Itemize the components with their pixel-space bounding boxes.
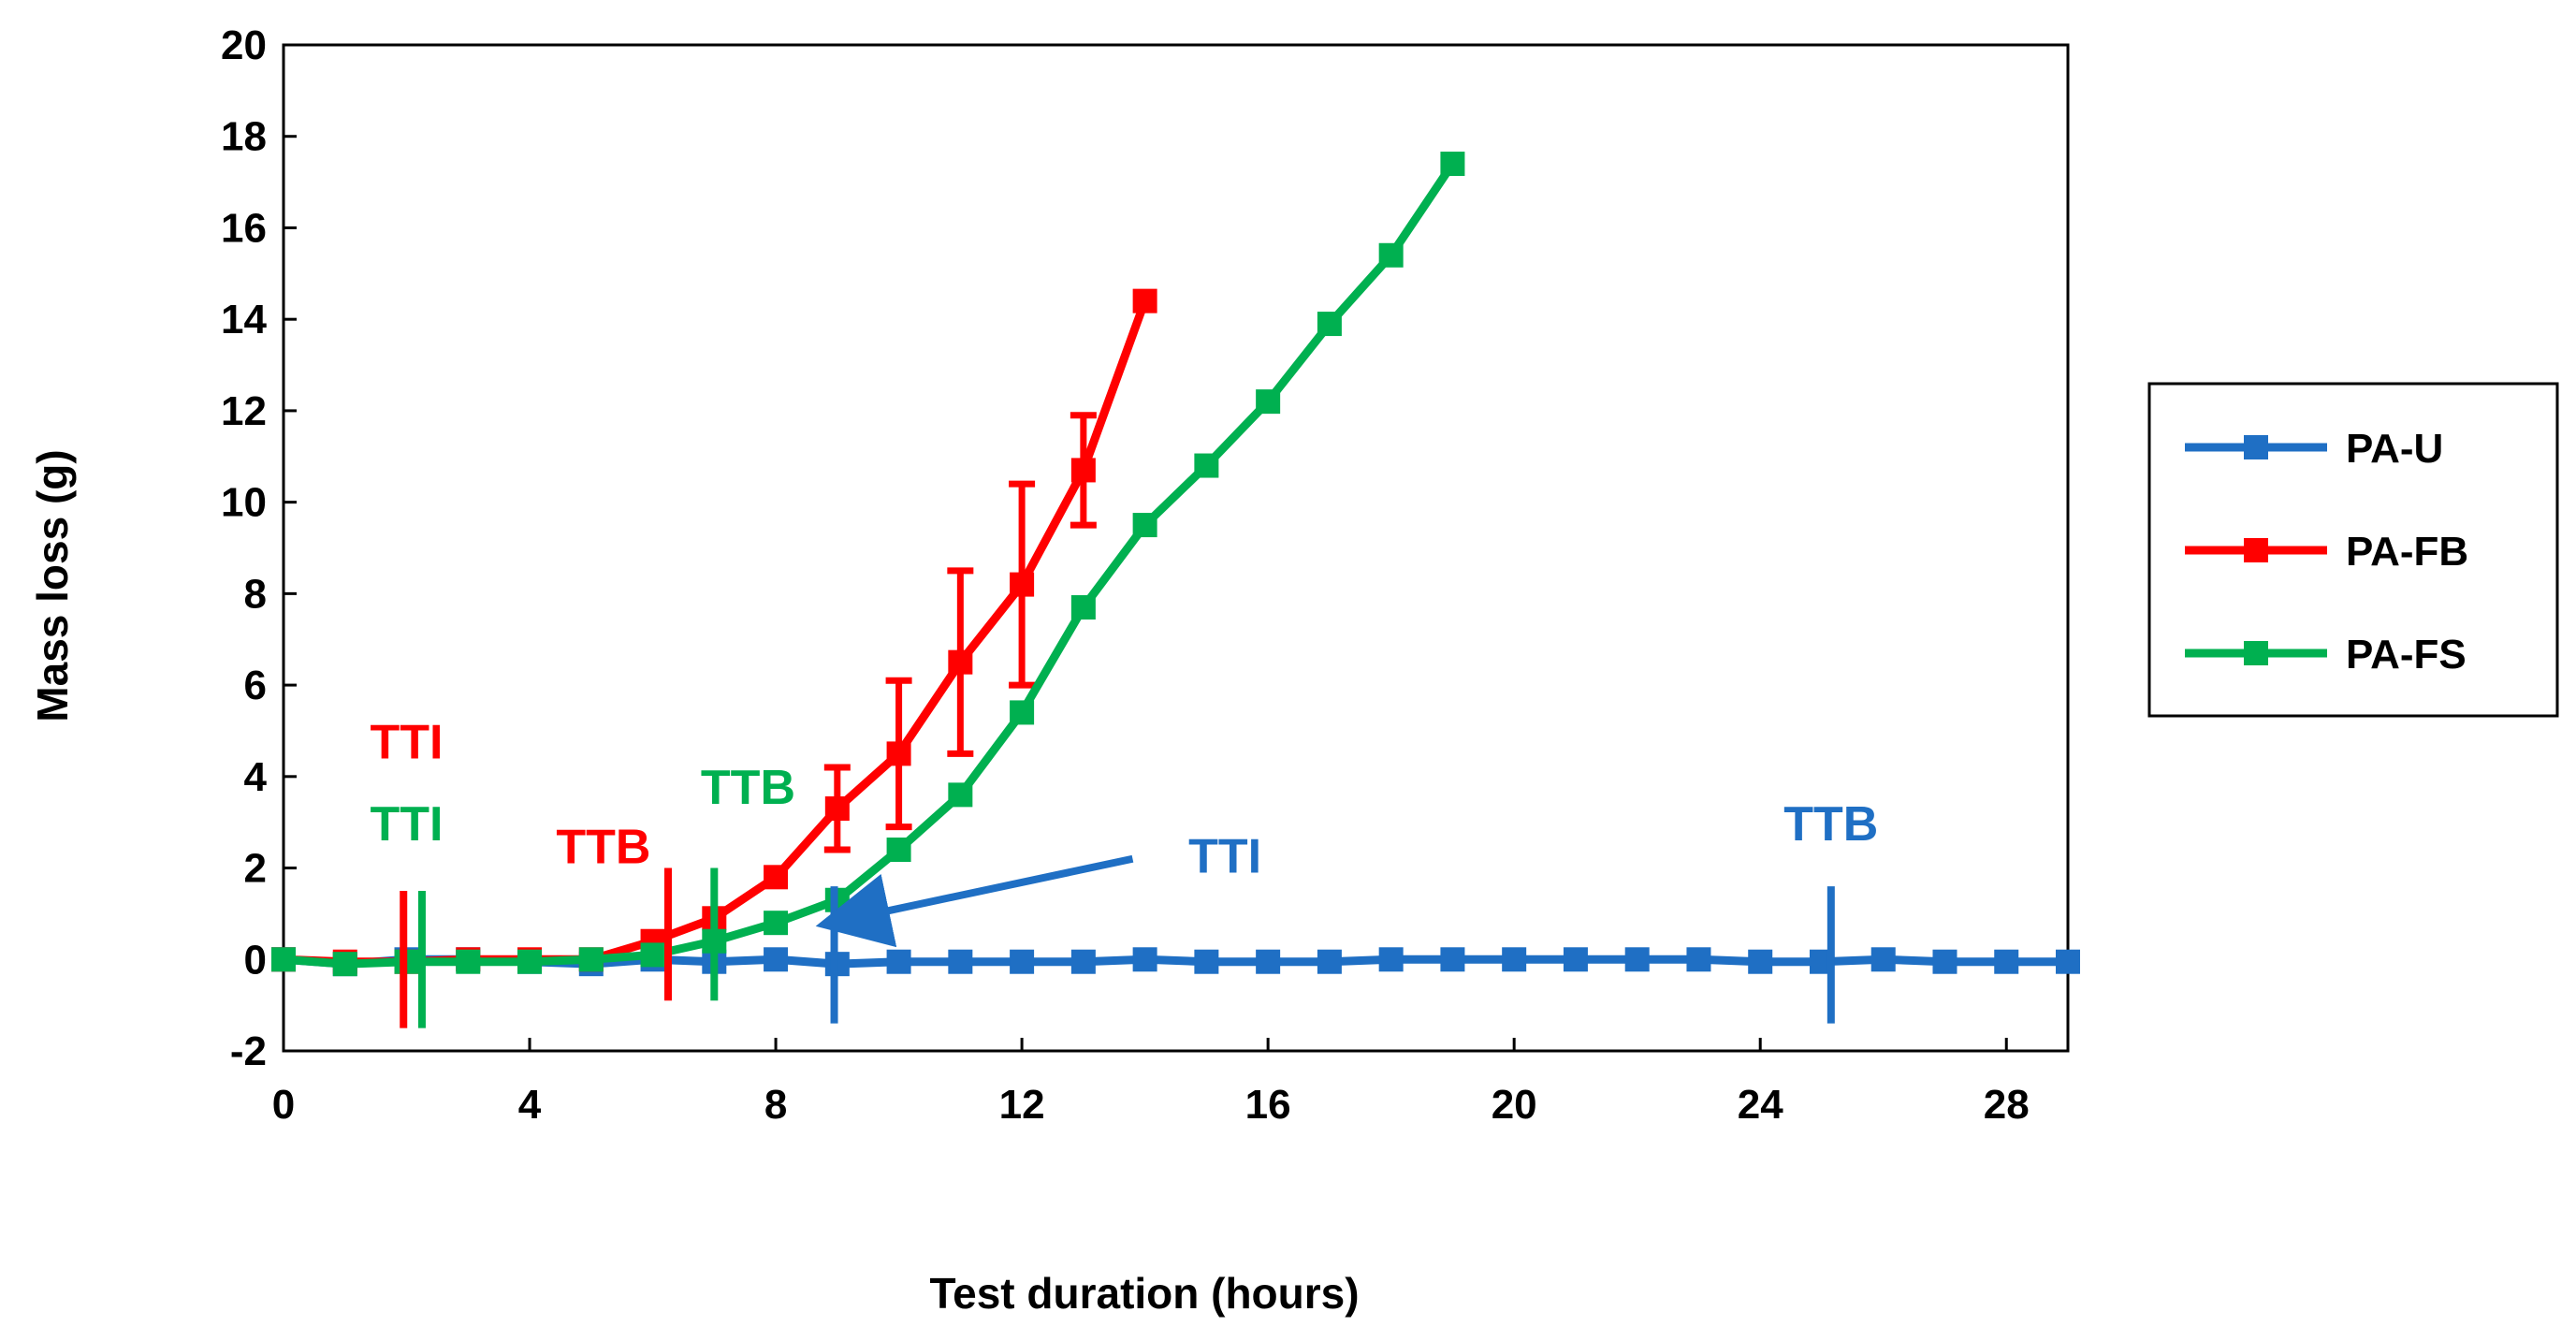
data-point-pa-fb: [1132, 288, 1157, 313]
data-point-pa-fs: [271, 947, 296, 972]
data-point-pa-u: [1440, 947, 1465, 972]
data-point-pa-fs: [456, 949, 481, 974]
data-point-pa-u: [1932, 949, 1957, 974]
data-point-pa-fs: [1317, 312, 1342, 337]
x-tick-label: 4: [518, 1082, 542, 1128]
legend-label: PA-FB: [2346, 529, 2468, 575]
annotation-ttb-label: TTB: [701, 761, 795, 815]
x-tick-label: 24: [1738, 1082, 1783, 1128]
data-point-pa-fs: [1440, 152, 1465, 177]
data-point-pa-fs: [948, 782, 973, 808]
x-tick-label: 16: [1245, 1082, 1291, 1128]
legend-label: PA-FS: [2346, 632, 2467, 678]
data-point-pa-u: [1624, 947, 1650, 972]
annotation-ttb-label: TTB: [556, 821, 650, 875]
x-tick-label: 20: [1492, 1082, 1537, 1128]
data-point-pa-u: [2056, 949, 2080, 974]
data-point-pa-fb: [948, 649, 973, 675]
y-tick-label: 6: [244, 663, 267, 708]
data-point-pa-fs: [1256, 389, 1281, 415]
y-tick-label: 4: [244, 754, 268, 800]
data-point-pa-u: [1010, 949, 1035, 974]
plot-area-frame: [282, 43, 2070, 1053]
annotation-tti-label: TTI: [371, 797, 444, 852]
y-tick-label: 18: [221, 114, 267, 160]
data-point-pa-fs: [1010, 700, 1035, 725]
data-point-pa-u: [1748, 949, 1773, 974]
x-tick-label: 28: [1984, 1082, 2030, 1128]
y-tick-label: 0: [244, 937, 267, 983]
data-point-pa-fs: [1378, 242, 1404, 268]
data-point-pa-u: [1256, 949, 1281, 974]
legend-marker: [2244, 641, 2268, 665]
annotation-tti-label: TTI: [371, 715, 444, 769]
series-line-pa-fb: [283, 299, 1149, 967]
data-point-pa-u: [764, 947, 789, 972]
data-point-pa-u: [886, 949, 911, 974]
legend-item-pa-u: PA-U: [2185, 426, 2443, 472]
data-point-pa-u: [1502, 947, 1527, 972]
data-point-pa-fs: [1194, 453, 1219, 478]
data-point-pa-u: [948, 949, 973, 974]
data-point-pa-u: [1994, 949, 2019, 974]
series-line-pa-fs: [283, 161, 1457, 969]
data-point-pa-fb: [1070, 458, 1096, 483]
annotation-arrow: [815, 854, 1134, 948]
x-tick-label: 8: [764, 1082, 787, 1128]
data-point-pa-fs: [517, 949, 543, 974]
data-point-pa-u: [1378, 947, 1404, 972]
data-point-pa-u: [1870, 947, 1896, 972]
data-point-pa-fb: [824, 796, 850, 822]
y-tick-label: 12: [221, 388, 267, 434]
data-point-pa-u: [1194, 949, 1219, 974]
data-point-pa-u: [1686, 947, 1711, 972]
data-point-pa-fb: [1010, 572, 1035, 597]
data-point-pa-fs: [578, 947, 604, 972]
series-pa-fs: [271, 152, 1465, 977]
data-point-pa-fs: [1070, 595, 1096, 620]
data-point-pa-u: [1317, 949, 1342, 974]
y-tick-label: 14: [221, 297, 267, 343]
x-axis-title: Test duration (hours): [929, 1269, 1359, 1318]
data-point-pa-fs: [332, 952, 357, 977]
legend-label: PA-U: [2346, 426, 2443, 472]
y-tick-label: 16: [221, 205, 267, 251]
data-point-pa-fs: [764, 911, 789, 936]
data-point-pa-fs: [640, 942, 665, 968]
legend-marker: [2244, 435, 2268, 459]
y-tick-label: 8: [244, 571, 267, 617]
x-tick-label: 0: [272, 1082, 295, 1128]
data-point-pa-u: [1563, 947, 1588, 972]
data-point-pa-fs: [886, 838, 911, 862]
data-point-pa-u: [1070, 949, 1096, 974]
legend-item-pa-fs: PA-FS: [2185, 632, 2467, 678]
y-axis-title: Mass loss (g): [28, 449, 77, 722]
y-tick-label: 20: [221, 22, 267, 68]
y-tick-label: -2: [230, 1028, 267, 1074]
legend-item-pa-fb: PA-FB: [2185, 529, 2468, 575]
y-tick-label: 10: [221, 480, 267, 526]
annotation-ttb-label: TTB: [1783, 797, 1878, 852]
data-point-pa-u: [1132, 947, 1157, 972]
data-point-pa-fb: [764, 865, 789, 890]
data-point-pa-fs: [1132, 513, 1157, 538]
x-tick-label: 12: [999, 1082, 1045, 1128]
y-tick-label: 2: [244, 846, 267, 892]
legend-marker: [2244, 538, 2268, 562]
data-point-pa-fb: [886, 741, 911, 766]
annotation-tti-label: TTI: [1188, 829, 1261, 883]
